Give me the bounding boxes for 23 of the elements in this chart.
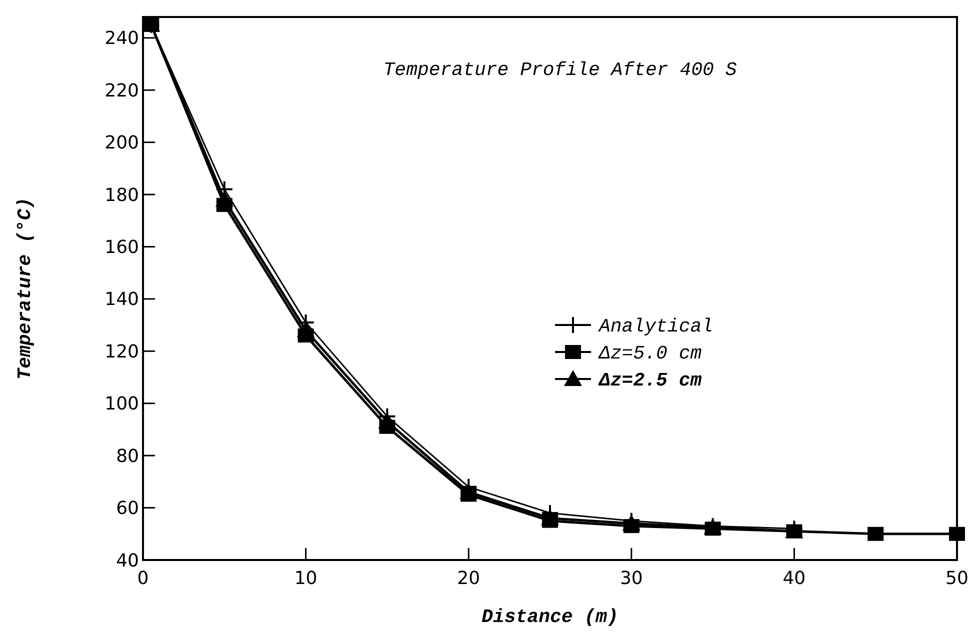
y-tick-label: 100 [104,394,139,415]
legend-label: Δz=5.0 cm [598,342,702,365]
x-tick-label: 40 [782,568,806,589]
y-tick-label: 140 [104,289,139,310]
x-tick-label: 0 [137,568,149,589]
y-tick-label: 220 [104,80,139,102]
y-tick-label: 200 [104,132,139,154]
x-tick-label: 50 [946,568,968,589]
x-tick-label: 10 [294,568,318,589]
y-tick-label: 60 [116,498,139,520]
y-tick-label: 240 [104,28,139,50]
y-tick-label: 40 [116,550,139,572]
legend-label: Δz=2.5 cm [598,370,702,392]
y-tick-label: 180 [104,184,139,206]
y-axis-title: Temperature (°C) [14,197,36,380]
x-tick-label: 20 [457,568,480,589]
x-tick-label: 30 [620,568,643,589]
x-axis-title: Distance (m) [482,606,618,628]
legend-label: Analytical [598,316,714,338]
y-tick-label: 80 [116,446,139,467]
y-tick-label: 120 [104,341,139,362]
y-tick-label: 160 [104,237,139,258]
text: Temperature Profile After 400 S [383,59,738,81]
